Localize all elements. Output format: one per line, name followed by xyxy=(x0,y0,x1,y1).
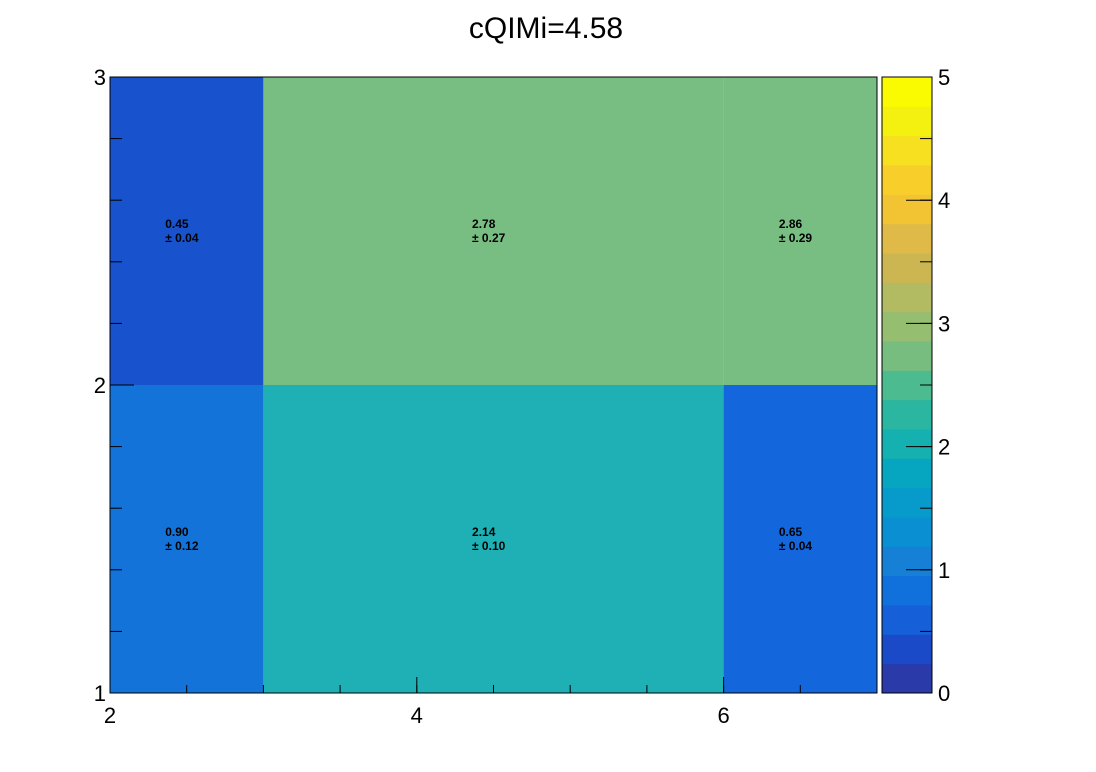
colorbar-segment xyxy=(882,399,932,430)
heatmap-cell xyxy=(263,385,724,693)
cell-value-label: 2.86 xyxy=(779,217,803,231)
y-tick-label: 3 xyxy=(94,65,106,90)
cell-error-label: ± 0.04 xyxy=(165,231,199,245)
colorbar-segment xyxy=(882,634,932,665)
cell-value-label: 2.78 xyxy=(472,217,496,231)
cell-value-label: 0.90 xyxy=(165,525,189,539)
colorbar-segment xyxy=(882,282,932,313)
chart-title: cQIMi=4.58 xyxy=(469,12,623,45)
colorbar-tick-label: 5 xyxy=(938,65,950,90)
x-tick-label: 6 xyxy=(717,703,729,728)
colorbar-segment xyxy=(882,165,932,195)
colorbar-segment xyxy=(882,311,932,342)
cell-error-label: ± 0.10 xyxy=(472,539,506,553)
cell-error-label: ± 0.27 xyxy=(472,231,506,245)
cell-error-label: ± 0.29 xyxy=(779,231,813,245)
heatmap-cell xyxy=(263,77,724,385)
colorbar-segment xyxy=(882,663,932,694)
colorbar-tick-label: 3 xyxy=(938,311,950,336)
colorbar-segment xyxy=(882,253,932,283)
cell-value-label: 0.65 xyxy=(779,525,803,539)
colorbar-segment xyxy=(882,194,932,225)
y-tick-label: 1 xyxy=(94,681,106,706)
heatmap-cell xyxy=(723,77,877,385)
colorbar-segment xyxy=(882,546,932,577)
cell-value-label: 2.14 xyxy=(472,525,496,539)
y-tick-label: 2 xyxy=(94,373,106,398)
cell-labels: 0.90± 0.122.14± 0.100.65± 0.040.45± 0.04… xyxy=(165,217,812,553)
colorbar-segment xyxy=(882,605,932,635)
heatmap-cell xyxy=(110,77,264,385)
colorbar-tick-label: 1 xyxy=(938,558,950,583)
cell-error-label: ± 0.04 xyxy=(779,539,813,553)
heatmap-cell xyxy=(110,385,264,693)
colorbar-tick-label: 2 xyxy=(938,435,950,460)
x-tick-label: 2 xyxy=(104,703,116,728)
colorbar-segment xyxy=(882,575,932,606)
colorbar-segment xyxy=(882,135,932,166)
colorbar-segment xyxy=(882,341,932,371)
colorbar-segment xyxy=(882,106,932,137)
cell-value-label: 0.45 xyxy=(165,217,189,231)
colorbar-segment xyxy=(882,77,932,107)
colorbar-segment xyxy=(882,429,932,459)
colorbar-segment xyxy=(882,223,932,254)
x-tick-label: 4 xyxy=(411,703,423,728)
heatmap-cell xyxy=(723,385,877,693)
colorbar-tick-label: 4 xyxy=(938,188,950,213)
cell-error-label: ± 0.12 xyxy=(165,539,199,553)
colorbar-segment xyxy=(882,458,932,489)
colorbar-tick-label: 0 xyxy=(938,681,950,706)
colorbar: 0 1 2 3 4 5 xyxy=(881,65,950,706)
heatmap-cells xyxy=(110,77,877,693)
colorbar-segment xyxy=(882,487,932,518)
colorbar-segment xyxy=(882,517,932,547)
